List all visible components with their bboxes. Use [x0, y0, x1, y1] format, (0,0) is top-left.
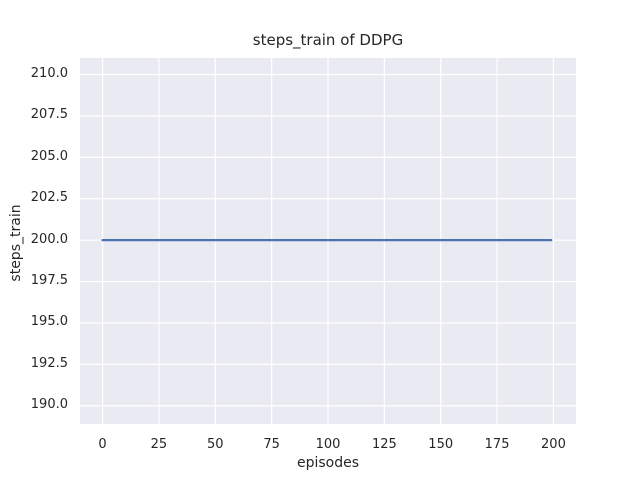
plot-svg	[80, 58, 576, 424]
plot-area	[80, 58, 576, 424]
y-tick-label: 205.0	[30, 148, 68, 164]
y-tick-label: 202.5	[30, 190, 68, 206]
x-tick-label: 0	[98, 437, 107, 452]
y-tick-label: 200.0	[30, 231, 68, 247]
y-tick-label: 210.0	[30, 66, 68, 82]
x-tick-label: 75	[263, 437, 280, 452]
x-axis-label: episodes	[296, 455, 360, 471]
y-tick-label: 197.5	[30, 273, 68, 289]
x-tick-label: 125	[371, 437, 397, 452]
y-tick-label: 192.5	[30, 355, 68, 371]
y-tick-label: 190.0	[30, 397, 68, 413]
x-tick-label: 175	[484, 437, 510, 452]
chart-title: steps_train of DDPG	[252, 31, 404, 49]
x-tick-label: 100	[315, 437, 341, 452]
x-tick-label: 25	[150, 437, 168, 452]
x-tick-label: 50	[206, 437, 224, 452]
x-tick-label: 200	[541, 437, 566, 452]
x-tick-label: 150	[428, 437, 454, 452]
y-tick-label: 195.0	[30, 314, 68, 330]
y-tick-label: 207.5	[30, 107, 68, 123]
